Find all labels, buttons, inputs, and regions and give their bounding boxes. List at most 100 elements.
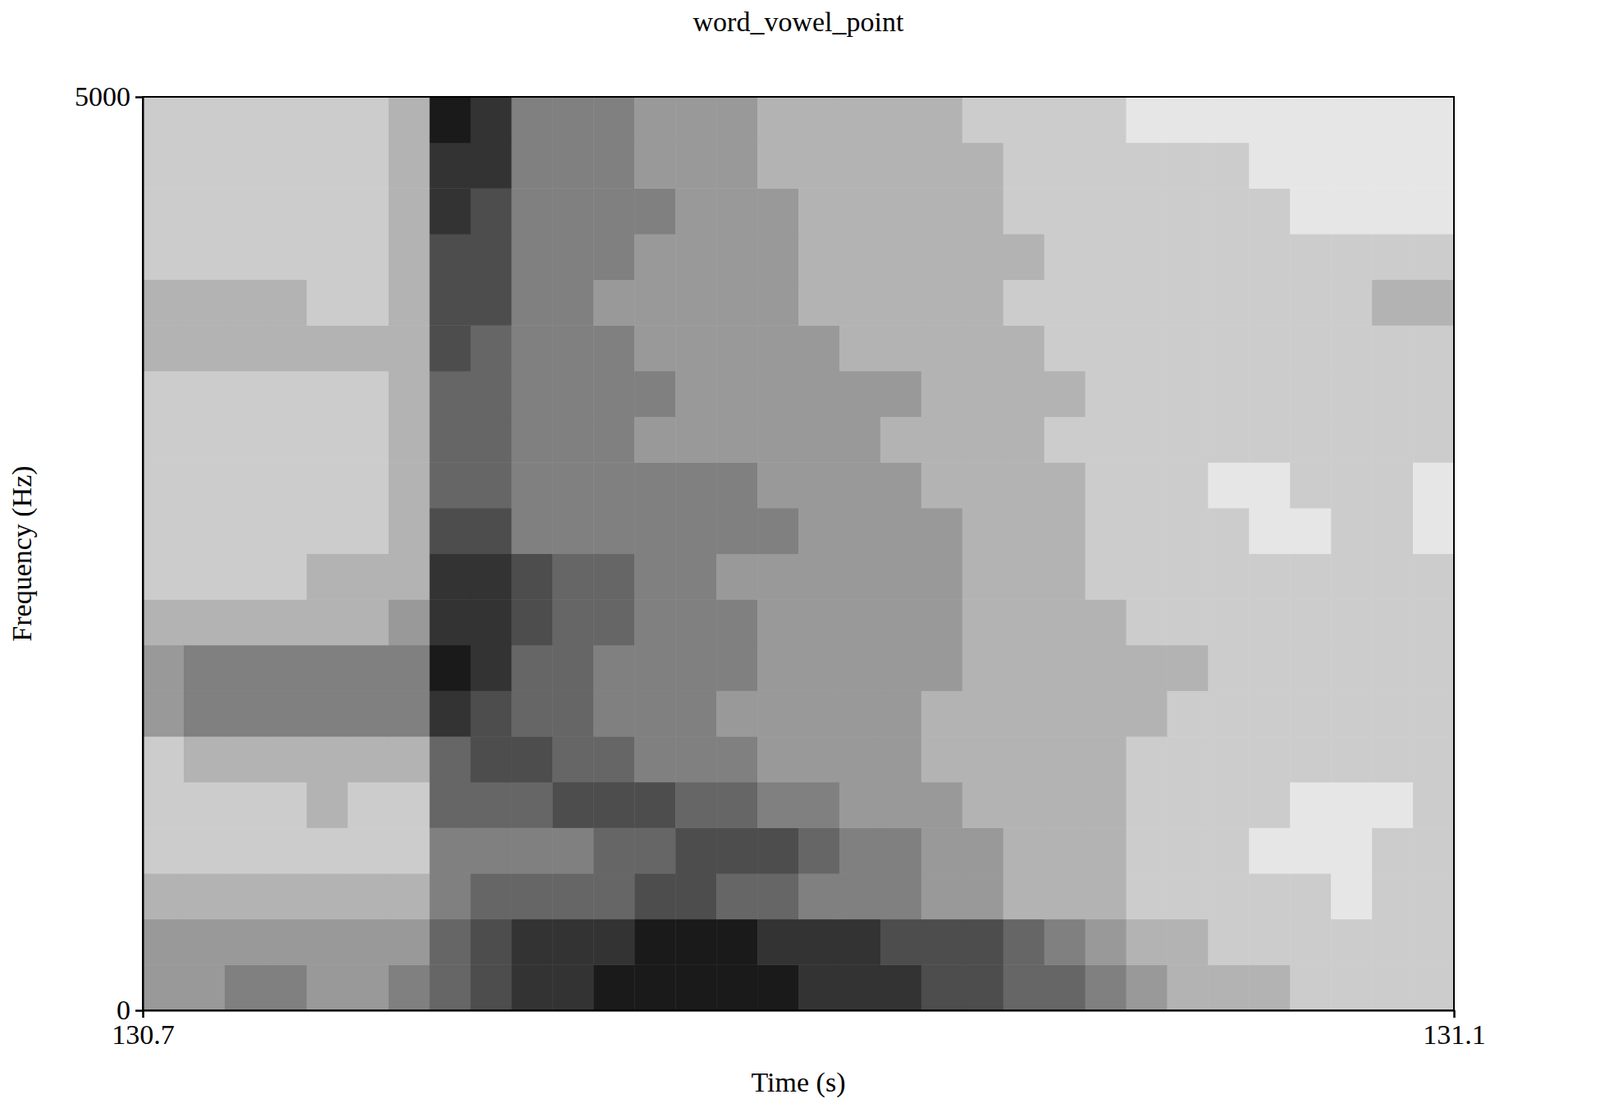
cell xyxy=(839,96,881,143)
cell xyxy=(224,233,266,280)
cell xyxy=(1085,233,1127,280)
cell xyxy=(1166,918,1208,965)
cell xyxy=(183,598,225,645)
cell xyxy=(347,964,389,1011)
cell xyxy=(1044,918,1086,965)
cell xyxy=(921,507,963,554)
cell xyxy=(470,187,512,234)
cell xyxy=(962,964,1004,1011)
cell xyxy=(347,324,389,371)
cell xyxy=(388,644,430,691)
cell xyxy=(1248,233,1290,280)
cell xyxy=(1371,187,1413,234)
cell xyxy=(675,598,717,645)
cell xyxy=(716,370,758,417)
cell xyxy=(839,644,881,691)
cell xyxy=(1248,827,1290,874)
cell xyxy=(388,279,430,326)
cell xyxy=(962,279,1004,326)
cell xyxy=(675,644,717,691)
x-axis: 130.7131.1 xyxy=(111,1010,1486,1050)
cell xyxy=(1371,416,1413,463)
cell xyxy=(675,690,717,736)
cell xyxy=(142,598,184,645)
cell xyxy=(716,598,758,645)
cell xyxy=(347,507,389,554)
cell xyxy=(1248,279,1290,326)
cell xyxy=(1126,96,1168,143)
cell xyxy=(142,187,184,234)
cell xyxy=(1003,416,1045,463)
cell xyxy=(265,507,307,554)
cell xyxy=(1248,736,1290,782)
cell xyxy=(265,964,307,1011)
x-axis-title: Time (s) xyxy=(751,1066,846,1098)
cell xyxy=(716,690,758,736)
cell xyxy=(1330,142,1372,189)
y-tick-mark xyxy=(135,96,143,99)
cell xyxy=(470,370,512,417)
cell xyxy=(306,736,348,782)
cell xyxy=(962,187,1004,234)
cell xyxy=(1248,324,1290,371)
cell xyxy=(511,644,553,691)
cell xyxy=(757,644,799,691)
cell xyxy=(1085,142,1127,189)
cell xyxy=(798,96,840,143)
cell xyxy=(183,233,225,280)
cell xyxy=(1044,964,1086,1011)
cell xyxy=(1085,461,1127,508)
cell xyxy=(224,644,266,691)
cell xyxy=(962,781,1004,828)
cell xyxy=(388,96,430,143)
cell xyxy=(593,96,635,143)
cell xyxy=(880,736,922,782)
cell xyxy=(511,142,553,189)
cell xyxy=(429,461,471,508)
cell xyxy=(1371,370,1413,417)
cell xyxy=(921,690,963,736)
cell xyxy=(675,781,717,828)
cell xyxy=(1412,873,1454,919)
cell xyxy=(798,553,840,600)
cell xyxy=(306,827,348,874)
cell xyxy=(1412,324,1454,371)
cell xyxy=(962,233,1004,280)
cell xyxy=(1044,142,1086,189)
cell xyxy=(1044,324,1086,371)
cell xyxy=(1248,598,1290,645)
y-tick-label: 0 xyxy=(116,994,131,1025)
cell xyxy=(224,964,266,1011)
cell xyxy=(388,873,430,919)
cell xyxy=(839,964,881,1011)
cell xyxy=(1289,324,1331,371)
cell xyxy=(1166,142,1208,189)
cell xyxy=(798,142,840,189)
cell xyxy=(429,964,471,1011)
cell xyxy=(511,918,553,965)
cell xyxy=(757,736,799,782)
cell xyxy=(675,187,717,234)
cell xyxy=(1085,370,1127,417)
cell xyxy=(1003,279,1045,326)
cell xyxy=(429,736,471,782)
cell xyxy=(675,370,717,417)
cell xyxy=(470,279,512,326)
cell xyxy=(1044,187,1086,234)
cell xyxy=(839,781,881,828)
cell xyxy=(634,507,676,554)
cell xyxy=(1207,324,1249,371)
cell xyxy=(716,96,758,143)
cell xyxy=(593,644,635,691)
cell xyxy=(675,461,717,508)
cell xyxy=(1085,690,1127,736)
cell xyxy=(470,736,512,782)
cell xyxy=(142,142,184,189)
cell xyxy=(1166,736,1208,782)
cell xyxy=(1044,873,1086,919)
cell xyxy=(306,461,348,508)
cell xyxy=(224,690,266,736)
cell xyxy=(839,690,881,736)
cell xyxy=(1412,736,1454,782)
cell xyxy=(1126,781,1168,828)
